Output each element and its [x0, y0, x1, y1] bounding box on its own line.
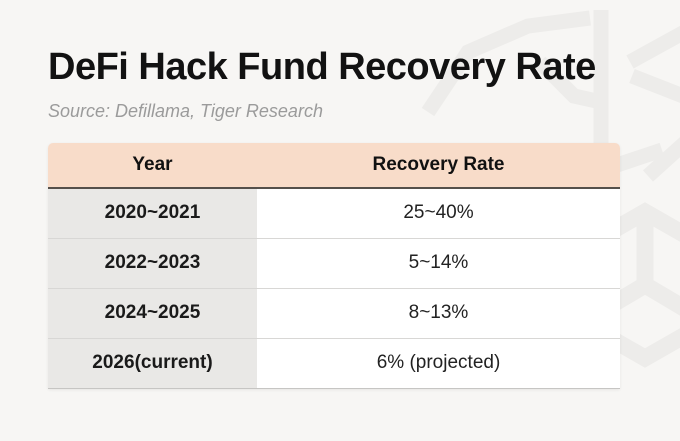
year-cell: 2024~2025: [48, 288, 257, 339]
column-header-recovery-rate: Recovery Rate: [257, 142, 620, 189]
table-row: 2026(current) 6% (projected): [48, 338, 620, 389]
table-row: 2024~2025 8~13%: [48, 288, 620, 339]
page-title: DeFi Hack Fund Recovery Rate: [48, 46, 596, 88]
recovery-rate-cell: 6% (projected): [257, 338, 620, 389]
table-header-row: Year Recovery Rate: [48, 142, 620, 189]
table-row: 2022~2023 5~14%: [48, 238, 620, 289]
year-cell: 2020~2021: [48, 188, 257, 239]
year-cell: 2022~2023: [48, 238, 257, 289]
infographic-card: DeFi Hack Fund Recovery Rate Source: Def…: [48, 46, 620, 389]
table-row: 2020~2021 25~40%: [48, 188, 620, 239]
table-header: Year Recovery Rate: [48, 142, 620, 189]
source-caption: Source: Defillama, Tiger Research: [48, 100, 323, 121]
column-header-year: Year: [48, 142, 257, 189]
recovery-rate-cell: 25~40%: [257, 188, 620, 239]
year-cell: 2026(current): [48, 338, 257, 389]
recovery-rate-cell: 5~14%: [257, 238, 620, 289]
table-body: 2020~2021 25~40% 2022~2023 5~14% 2024~2025 8~…: [48, 188, 620, 389]
recovery-rate-table: Year Recovery Rate 2020~2021 25~40% 2022~2…: [48, 142, 620, 389]
recovery-rate-cell: 8~13%: [257, 288, 620, 339]
